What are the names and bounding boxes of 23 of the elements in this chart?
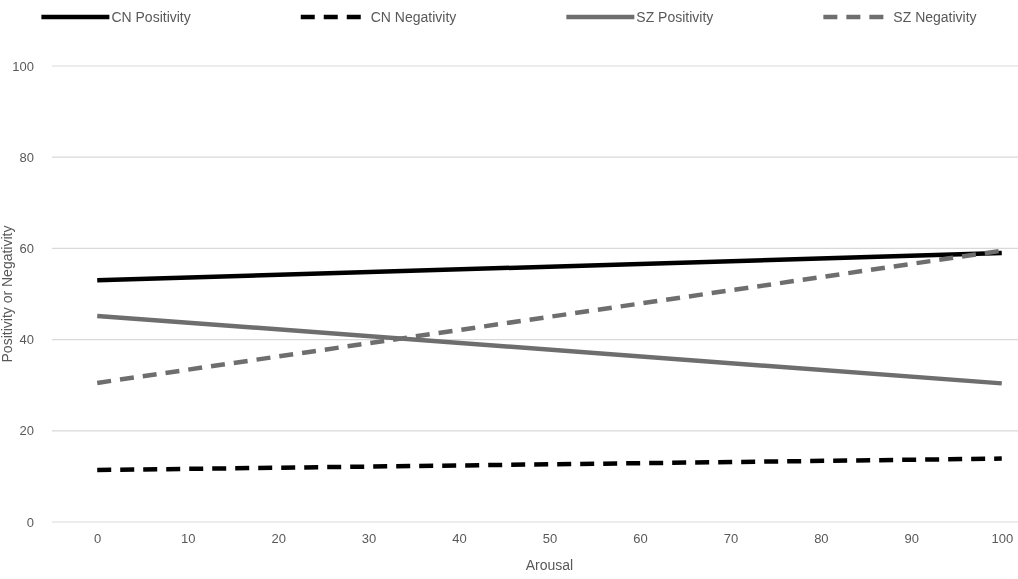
x-tick-label: 70 (723, 531, 739, 547)
legend-label: CN Positivity (111, 9, 191, 25)
x-axis-title: Arousal (525, 557, 574, 573)
y-tick-label: 0 (26, 514, 34, 530)
y-tick-label: 20 (19, 423, 34, 439)
x-tick-label: 90 (904, 531, 920, 547)
x-tick-label: 60 (633, 531, 648, 547)
y-tick-label: 60 (19, 241, 34, 257)
y-axis-title: Positivity or Negativity (0, 225, 15, 363)
legend-label: SZ Negativity (893, 9, 977, 25)
x-tick-label: 50 (542, 531, 558, 547)
legend-label: SZ Positivity (636, 9, 714, 25)
y-tick-label: 80 (19, 149, 34, 165)
y-tick-label: 40 (19, 332, 34, 348)
x-tick-label: 20 (271, 531, 286, 547)
x-tick-label: 80 (814, 531, 829, 547)
x-tick-label: 40 (452, 531, 467, 547)
x-tick-label: 0 (94, 531, 102, 547)
legend-label: CN Negativity (370, 9, 457, 25)
x-tick-label: 30 (361, 531, 377, 547)
x-tick-label: 100 (991, 531, 1014, 547)
y-tick-label: 100 (12, 58, 34, 74)
x-tick-label: 10 (180, 531, 196, 547)
